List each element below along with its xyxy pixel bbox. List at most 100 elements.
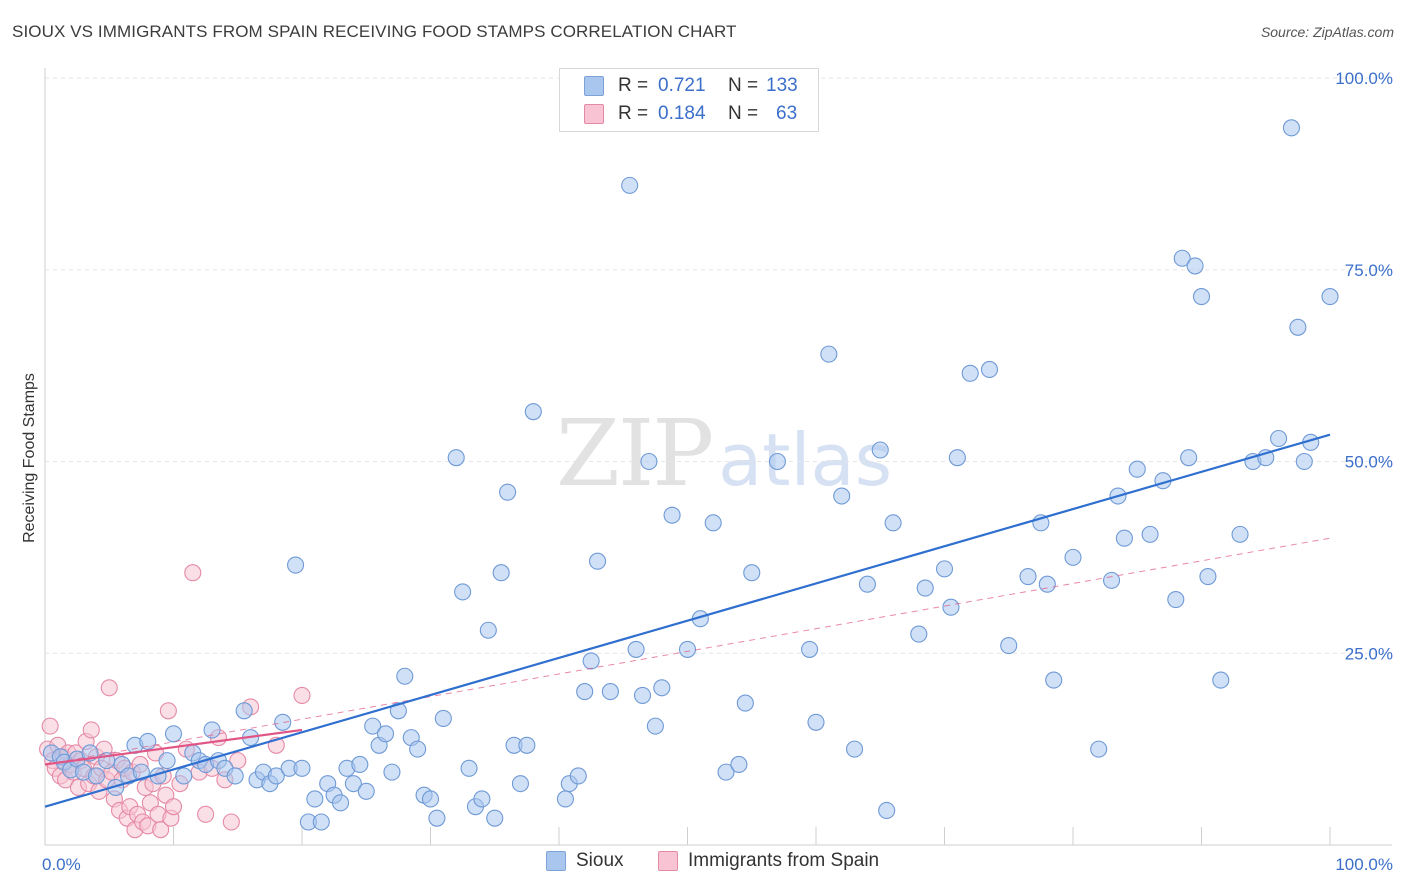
sioux-point xyxy=(511,775,530,793)
sioux-point xyxy=(473,790,491,808)
spain-point xyxy=(164,798,183,816)
sioux-point xyxy=(1180,449,1198,467)
spain-point xyxy=(41,717,59,735)
sioux-point xyxy=(1000,637,1018,655)
sioux-point xyxy=(389,702,407,720)
spain-trend-extended xyxy=(44,537,1331,765)
sioux-point xyxy=(454,583,472,601)
axes xyxy=(44,68,1392,846)
sioux-point xyxy=(576,683,594,701)
sioux-point xyxy=(434,709,452,727)
y-tick-label: 75.0% xyxy=(1345,261,1393,280)
sioux-point xyxy=(428,809,446,827)
sioux-point xyxy=(479,621,497,639)
sioux-point xyxy=(1282,119,1300,137)
legend-r-value: 0.721 xyxy=(658,75,706,96)
sioux-point xyxy=(132,763,150,781)
sioux-point xyxy=(331,794,350,812)
legend-swatch-sioux xyxy=(546,851,566,871)
sioux-point xyxy=(942,598,960,616)
sioux-point xyxy=(139,732,157,751)
sioux-point xyxy=(1295,452,1313,471)
legend-n-label: N = xyxy=(728,75,759,96)
sioux-point xyxy=(730,755,748,774)
sioux-point xyxy=(980,360,999,379)
sioux-point xyxy=(807,713,825,731)
sioux-point xyxy=(916,579,934,597)
sioux-point xyxy=(1186,257,1204,275)
spain-point xyxy=(184,564,202,582)
sioux-point xyxy=(845,740,864,758)
legend-row-spain: R = 0.184 N = 63 xyxy=(584,101,797,127)
legend-swatch-spain xyxy=(658,851,678,871)
sioux-point xyxy=(1045,671,1063,689)
spain-point xyxy=(159,702,177,720)
sioux-point xyxy=(588,552,607,570)
sioux-point xyxy=(175,767,193,785)
sioux-point xyxy=(663,506,681,524)
sioux-point xyxy=(820,345,838,363)
spain-points xyxy=(39,564,311,839)
sioux-point xyxy=(344,775,362,793)
sioux-point xyxy=(961,364,979,382)
sioux-point xyxy=(633,686,652,704)
sioux-point xyxy=(87,767,105,785)
sioux-point xyxy=(717,763,735,781)
sioux-point xyxy=(158,752,176,770)
sioux-points xyxy=(42,119,1339,831)
sioux-point xyxy=(499,483,517,501)
sioux-point xyxy=(704,514,722,532)
sioux-point xyxy=(274,713,292,731)
sioux-point xyxy=(1019,567,1037,586)
legend-label-spain: Immigrants from Spain xyxy=(688,850,880,871)
sioux-point xyxy=(1212,671,1230,689)
sioux-point xyxy=(306,790,324,808)
legend-r-label: R = xyxy=(618,75,649,96)
sioux-point xyxy=(486,809,504,827)
spain-point xyxy=(293,686,311,704)
spain-point xyxy=(152,821,170,839)
sioux-point xyxy=(1167,591,1185,609)
sioux-point xyxy=(627,640,645,658)
sioux-point xyxy=(1192,288,1211,306)
legend-swatch-sioux xyxy=(584,76,604,96)
sioux-point xyxy=(1038,575,1056,593)
tick-labels: 25.0% 50.0% 75.0% 100.0% 0.0% 100.0% xyxy=(42,69,1393,874)
sioux-point xyxy=(556,790,574,808)
sioux-point xyxy=(1199,567,1217,586)
sioux-point xyxy=(1141,525,1159,543)
sioux-point xyxy=(1103,571,1121,589)
sioux-point xyxy=(267,767,285,785)
sioux-point xyxy=(621,176,639,194)
sioux-point xyxy=(1064,548,1082,566)
sioux-point xyxy=(1270,429,1288,448)
y-tick-label: 25.0% xyxy=(1345,644,1393,663)
sioux-point xyxy=(235,702,253,720)
sioux-point xyxy=(1115,529,1133,547)
trend-lines xyxy=(44,433,1331,808)
sioux-point xyxy=(884,514,902,532)
legend-item-sioux[interactable]: Sioux xyxy=(546,850,624,872)
sioux-point xyxy=(743,564,761,582)
legend-item-spain[interactable]: Immigrants from Spain xyxy=(658,850,879,872)
sioux-point xyxy=(948,449,966,467)
sioux-point xyxy=(736,694,754,712)
sioux-point xyxy=(364,717,382,735)
sioux-point xyxy=(1321,288,1339,306)
sioux-trend-line xyxy=(44,433,1331,808)
sioux-point xyxy=(1090,740,1108,758)
sioux-point xyxy=(447,449,465,467)
legend-row-sioux: R = 0.721 N = 133 xyxy=(584,73,798,99)
watermark: ZIPatlas xyxy=(556,400,892,507)
sioux-point xyxy=(287,556,305,574)
sioux-point xyxy=(582,652,600,670)
sioux-point xyxy=(164,725,183,743)
sioux-point xyxy=(601,683,619,701)
spain-point xyxy=(100,679,118,697)
sioux-point xyxy=(460,759,478,777)
sioux-point xyxy=(203,721,221,739)
chart-title: SIOUX VS IMMIGRANTS FROM SPAIN RECEIVING… xyxy=(12,22,737,41)
sioux-point xyxy=(226,767,244,785)
watermark-atlas: atlas xyxy=(718,418,893,502)
